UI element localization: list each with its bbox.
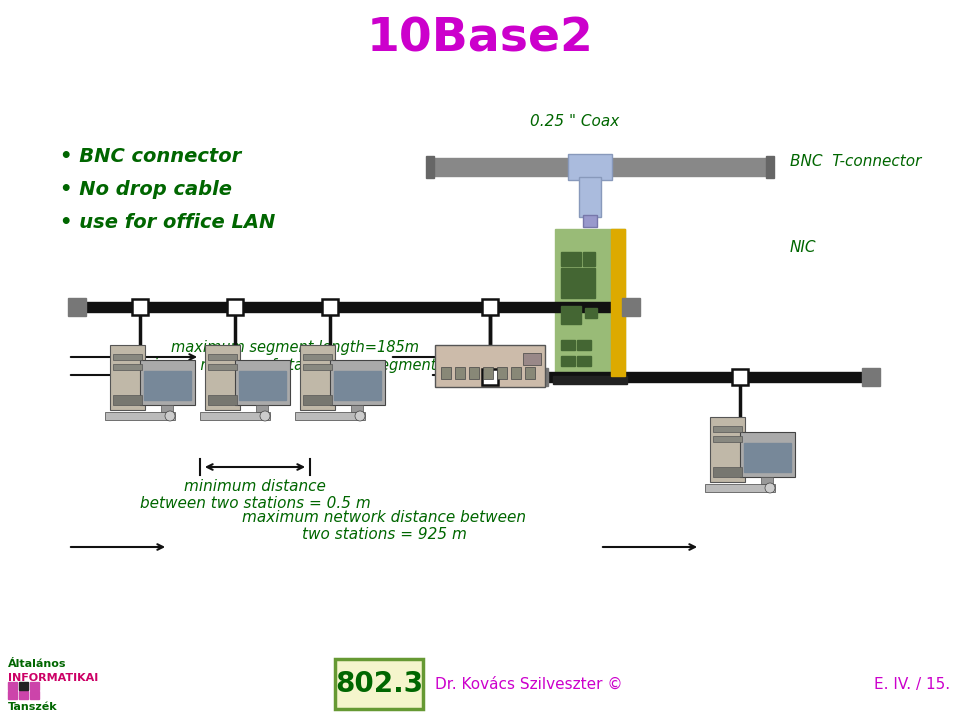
- Bar: [435, 345, 545, 387]
- Bar: [208, 395, 237, 405]
- Bar: [732, 369, 748, 385]
- Text: Általános: Általános: [8, 659, 66, 669]
- Bar: [561, 268, 595, 298]
- Bar: [713, 426, 742, 432]
- Bar: [710, 417, 745, 482]
- Circle shape: [765, 483, 775, 493]
- Bar: [335, 659, 423, 709]
- Bar: [561, 252, 581, 266]
- Bar: [705, 484, 775, 492]
- Bar: [322, 299, 338, 315]
- Bar: [303, 364, 332, 370]
- Text: 10Base2: 10Base2: [367, 17, 593, 62]
- Bar: [239, 371, 286, 400]
- Bar: [30, 682, 39, 690]
- Bar: [561, 356, 575, 366]
- Bar: [295, 412, 365, 420]
- Bar: [303, 354, 332, 360]
- Bar: [568, 154, 612, 180]
- Bar: [303, 395, 332, 405]
- Circle shape: [355, 411, 365, 421]
- Bar: [561, 340, 575, 350]
- Bar: [441, 367, 451, 379]
- Bar: [30, 691, 39, 699]
- Bar: [132, 299, 148, 315]
- Text: 0.25 " Coax: 0.25 " Coax: [530, 114, 619, 129]
- Text: INFORMATIKAI: INFORMATIKAI: [8, 673, 98, 683]
- Bar: [113, 395, 142, 405]
- Bar: [761, 477, 773, 484]
- Circle shape: [165, 411, 175, 421]
- Bar: [208, 364, 237, 370]
- Bar: [583, 215, 597, 227]
- Bar: [744, 443, 791, 472]
- Bar: [105, 412, 175, 420]
- Bar: [351, 405, 363, 412]
- Bar: [19, 682, 28, 690]
- Bar: [161, 405, 173, 412]
- Bar: [110, 345, 145, 410]
- Bar: [713, 467, 742, 477]
- Bar: [740, 432, 795, 477]
- Bar: [235, 360, 290, 405]
- Bar: [523, 353, 541, 365]
- Bar: [555, 229, 625, 376]
- Bar: [200, 412, 270, 420]
- Bar: [8, 691, 17, 699]
- Bar: [577, 340, 591, 350]
- Bar: [68, 298, 86, 316]
- Bar: [862, 368, 880, 386]
- Bar: [113, 364, 142, 370]
- Text: 802.3: 802.3: [335, 670, 423, 698]
- Bar: [208, 354, 237, 360]
- Bar: [713, 436, 742, 442]
- Text: • use for office LAN: • use for office LAN: [60, 213, 276, 232]
- Text: BNC  T-connector: BNC T-connector: [790, 155, 922, 169]
- Text: • No drop cable: • No drop cable: [60, 180, 232, 199]
- Bar: [300, 345, 335, 410]
- Bar: [561, 306, 581, 324]
- Bar: [256, 405, 268, 412]
- Bar: [144, 371, 191, 400]
- Text: • BNC connector: • BNC connector: [60, 147, 241, 166]
- Bar: [140, 360, 195, 405]
- Bar: [469, 367, 479, 379]
- Bar: [19, 691, 28, 699]
- Bar: [585, 308, 597, 318]
- Bar: [205, 345, 240, 410]
- Bar: [78, 302, 630, 312]
- Bar: [530, 368, 548, 386]
- Bar: [227, 299, 243, 315]
- Bar: [483, 367, 493, 379]
- Text: Tanszék: Tanszék: [8, 702, 58, 712]
- Text: E. IV. / 15.: E. IV. / 15.: [874, 677, 950, 691]
- Bar: [330, 360, 385, 405]
- Bar: [525, 367, 535, 379]
- Bar: [482, 369, 498, 385]
- Bar: [334, 371, 381, 400]
- Text: maximum number of stations per segment=30: maximum number of stations per segment=3…: [122, 358, 468, 373]
- Bar: [8, 682, 17, 690]
- Text: maximum network distance between
two stations = 925 m: maximum network distance between two sta…: [242, 510, 526, 542]
- Bar: [577, 356, 591, 366]
- Bar: [455, 367, 465, 379]
- Bar: [482, 299, 498, 315]
- Bar: [426, 156, 434, 178]
- Text: NIC: NIC: [790, 239, 817, 254]
- Bar: [622, 298, 640, 316]
- Bar: [553, 376, 627, 384]
- Bar: [113, 354, 142, 360]
- Text: Dr. Kovács Szilveszter ©: Dr. Kovács Szilveszter ©: [435, 677, 623, 691]
- Bar: [511, 367, 521, 379]
- Text: maximum segment length=185m: maximum segment length=185m: [171, 340, 419, 355]
- Bar: [611, 229, 625, 376]
- Text: minimum distance
between two stations = 0.5 m: minimum distance between two stations = …: [139, 479, 371, 511]
- Bar: [430, 158, 770, 176]
- Bar: [579, 177, 601, 217]
- Bar: [497, 367, 507, 379]
- Bar: [766, 156, 774, 178]
- Bar: [545, 372, 865, 382]
- Bar: [583, 252, 595, 266]
- Circle shape: [260, 411, 270, 421]
